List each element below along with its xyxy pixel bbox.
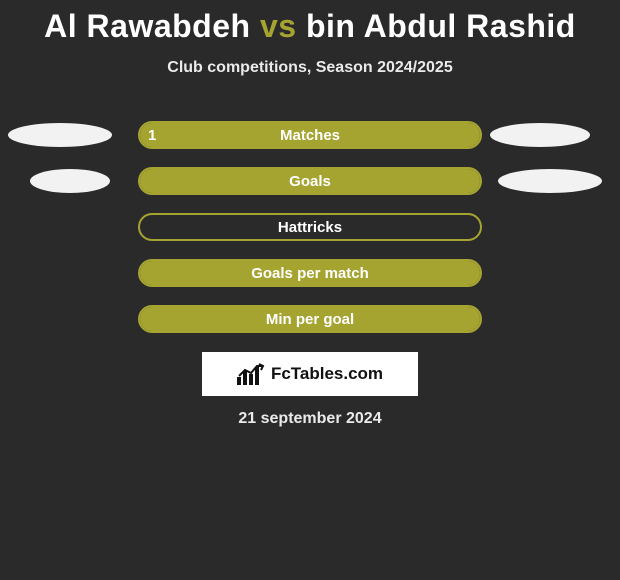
source-badge: FcTables.com [202,352,418,396]
stat-label: Matches [138,121,482,149]
title-player-left: Al Rawabdeh [44,8,250,44]
stat-row: Matches1 [0,121,620,149]
value-ellipse-right [490,123,590,147]
stat-row: Min per goal [0,305,620,333]
stat-bar: Matches1 [138,121,482,149]
bars-icon [237,363,265,385]
stat-label: Goals [138,167,482,195]
stat-bar: Min per goal [138,305,482,333]
stat-bar: Hattricks [138,213,482,241]
title-player-right: bin Abdul Rashid [306,8,576,44]
stat-bar: Goals [138,167,482,195]
snapshot-date: 21 september 2024 [0,410,620,428]
stat-label: Goals per match [138,259,482,287]
stat-label: Hattricks [138,213,482,241]
stat-label: Min per goal [138,305,482,333]
subtitle: Club competitions, Season 2024/2025 [0,59,620,77]
page-title: Al Rawabdeh vs bin Abdul Rashid [0,0,620,45]
stat-row: Goals [0,167,620,195]
stat-row: Goals per match [0,259,620,287]
value-ellipse-left [8,123,112,147]
stat-bar: Goals per match [138,259,482,287]
value-ellipse-right [498,169,602,193]
comparison-infographic: Al Rawabdeh vs bin Abdul Rashid Club com… [0,0,620,580]
stat-row: Hattricks [0,213,620,241]
source-badge-text: FcTables.com [271,364,383,384]
value-ellipse-left [30,169,110,193]
stat-rows: Matches1 Goals Hattricks Goals per match Min… [0,121,620,333]
stat-value-left: 1 [148,121,156,149]
title-vs: vs [260,8,297,44]
